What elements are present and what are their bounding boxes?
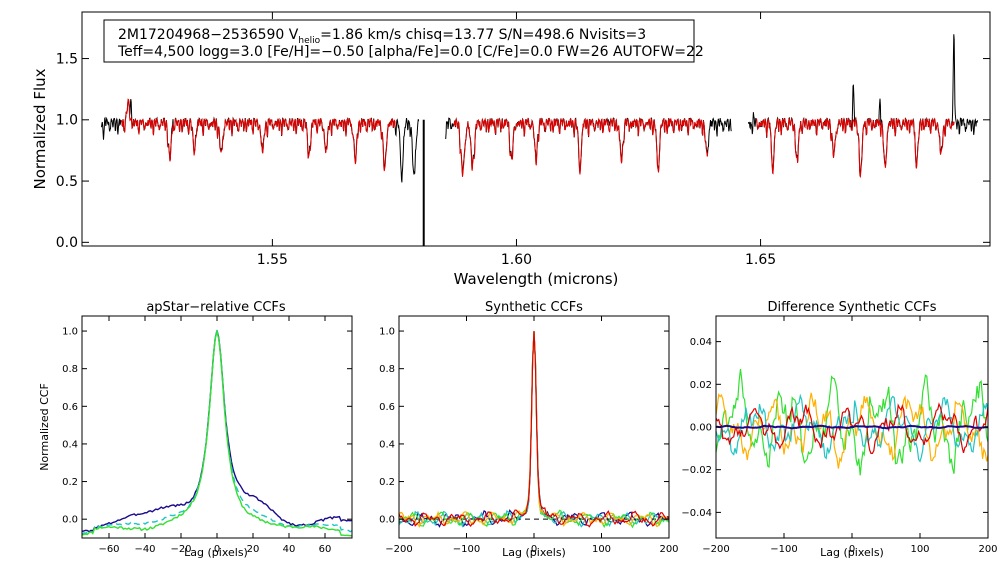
apstar-ccf-x-tick-label: 20 (247, 544, 260, 555)
apstar-ccf-title: apStar−relative CCFs (146, 300, 286, 315)
difference-ccf-x-tick-label: −200 (702, 544, 729, 555)
synthetic-ccf-x-tick-label: −100 (453, 544, 480, 555)
difference-ccf-series-line (715, 393, 989, 463)
spectrum-y-tick-label: 0.0 (56, 235, 78, 251)
synthetic-ccf-panel: Synthetic CCFs −200 −100 0 100 200 0.0 0.2 0.4 0… (379, 300, 678, 559)
spectrum-model-line (120, 98, 396, 172)
apstar-ccf-y-tick-label: 0.8 (62, 364, 78, 375)
apstar-ccf-panel: apStar−relative CCFs −60 −40 −20 0 20 40 60 0.0… (38, 300, 353, 559)
spectrum-plot-area (101, 34, 979, 246)
synthetic-ccf-x-tick-label: 100 (592, 544, 611, 555)
synthetic-ccf-x-axis-label: Lag (pixels) (502, 546, 566, 559)
annotation-frame (103, 19, 695, 63)
difference-ccf-x-axis-label: Lag (pixels) (820, 546, 884, 559)
synthetic-ccf-y-tick-label: 0.4 (379, 439, 395, 450)
synthetic-ccf-y-tick-label: 0.6 (379, 402, 395, 413)
synthetic-ccf-plot-area (398, 331, 670, 529)
synthetic-ccf-y-tick-label: 0.2 (379, 477, 395, 488)
spectrum-y-tick-label: 1.5 (56, 51, 78, 67)
difference-ccf-series-line (715, 402, 989, 454)
apstar-ccf-x-tick-label: 60 (319, 544, 332, 555)
spectrum-model-line (756, 117, 955, 179)
synthetic-ccf-y-tick-label: 0.8 (379, 364, 395, 375)
synthetic-ccf-series-line (398, 331, 670, 528)
apstar-ccf-y-tick-label: 0.2 (62, 477, 78, 488)
annotation-stats: =1.86 km/s chisq=13.77 S/N=498.6 Nvisits… (320, 27, 646, 43)
annotation-star-id: 2M17204968−2536590 V (118, 27, 299, 43)
apstar-ccf-y-axis-label: Normalized CCF (38, 383, 51, 471)
apstar-ccf-ticks: −60 −40 −20 0 20 40 60 0.0 0.2 0.4 0.6 0.8 1.0 (62, 316, 352, 555)
spectrum-x-tick-label: 1.60 (501, 252, 532, 268)
spectrum-y-tick-label: 0.5 (56, 174, 78, 190)
spectrum-panel: 1.55 1.60 1.65 0.0 0.5 1.0 1.5 Wavelength (mic… (31, 11, 991, 288)
difference-ccf-x-tick-label: 100 (910, 544, 929, 555)
difference-ccf-y-tick-label: −0.04 (681, 508, 712, 519)
difference-ccf-panel: Difference Synthetic CCFs −200 −100 0 100 20… (681, 300, 997, 559)
difference-ccf-x-tick-label: 0 (849, 544, 855, 555)
spectrum-x-tick-label: 1.55 (257, 252, 288, 268)
difference-ccf-ticks: −200 −100 0 100 200 −0.04 −0.02 0.00 0.02 0.04 (681, 316, 998, 555)
apstar-ccf-x-tick-label: −20 (170, 544, 191, 555)
synthetic-ccf-ticks: −200 −100 0 100 200 0.0 0.2 0.4 0.6 0.8 1.0 (379, 316, 679, 555)
difference-ccf-plot-area (715, 369, 989, 476)
apstar-ccf-y-tick-label: 0.4 (62, 439, 78, 450)
spectrum-axes-frame (81, 11, 991, 247)
difference-ccf-title: Difference Synthetic CCFs (767, 300, 936, 315)
spectrum-y-axis-label: Normalized Flux (31, 68, 49, 189)
apstar-ccf-y-tick-label: 0.6 (62, 402, 78, 413)
difference-ccf-y-tick-label: −0.02 (681, 465, 712, 476)
apstar-ccf-x-axis-label: Lag (pixels) (184, 546, 248, 559)
synthetic-ccf-x-tick-label: −200 (385, 544, 412, 555)
apstar-ccf-series-line (81, 329, 352, 537)
difference-ccf-y-tick-label: 0.02 (690, 380, 712, 391)
apstar-ccf-plot-area (81, 329, 353, 537)
apstar-ccf-x-tick-label: 40 (283, 544, 296, 555)
apstar-ccf-y-tick-label: 0.0 (62, 515, 78, 526)
spectrum-y-tick-label: 1.0 (56, 113, 78, 129)
annotation-line-1: 2M17204968−2536590 Vhelio=1.86 km/s chis… (118, 27, 646, 46)
apstar-ccf-x-tick-label: −60 (98, 544, 119, 555)
apstar-ccf-x-tick-label: 0 (214, 544, 220, 555)
difference-ccf-y-tick-label: 0.04 (690, 337, 712, 348)
spectrum-ticks: 1.55 1.60 1.65 0.0 0.5 1.0 1.5 (56, 12, 990, 268)
difference-ccf-x-tick-label: −100 (770, 544, 797, 555)
apstar-ccf-x-tick-label: −40 (134, 544, 155, 555)
synthetic-ccf-y-tick-label: 0.0 (379, 515, 395, 526)
spectrum-x-tick-label: 1.65 (745, 252, 776, 268)
spectrum-model-line (453, 117, 709, 177)
synthetic-ccf-y-tick-label: 1.0 (379, 327, 395, 338)
spectrum-annotation-box: 2M17204968−2536590 Vhelio=1.86 km/s chis… (103, 19, 704, 63)
synthetic-ccf-x-tick-label: 0 (531, 544, 537, 555)
difference-ccf-series-line (715, 424, 989, 430)
difference-ccf-y-tick-label: 0.00 (690, 423, 712, 434)
difference-ccf-x-tick-label: 200 (978, 544, 997, 555)
annotation-subscript: helio (298, 36, 320, 46)
annotation-line-2: Teff=4,500 logg=3.0 [Fe/H]=−0.50 [alpha/… (117, 44, 704, 60)
synthetic-ccf-title: Synthetic CCFs (485, 300, 583, 315)
apstar-ccf-y-tick-label: 1.0 (62, 327, 78, 338)
spectrum-x-axis-label: Wavelength (microns) (454, 270, 619, 288)
synthetic-ccf-x-tick-label: 200 (659, 544, 678, 555)
